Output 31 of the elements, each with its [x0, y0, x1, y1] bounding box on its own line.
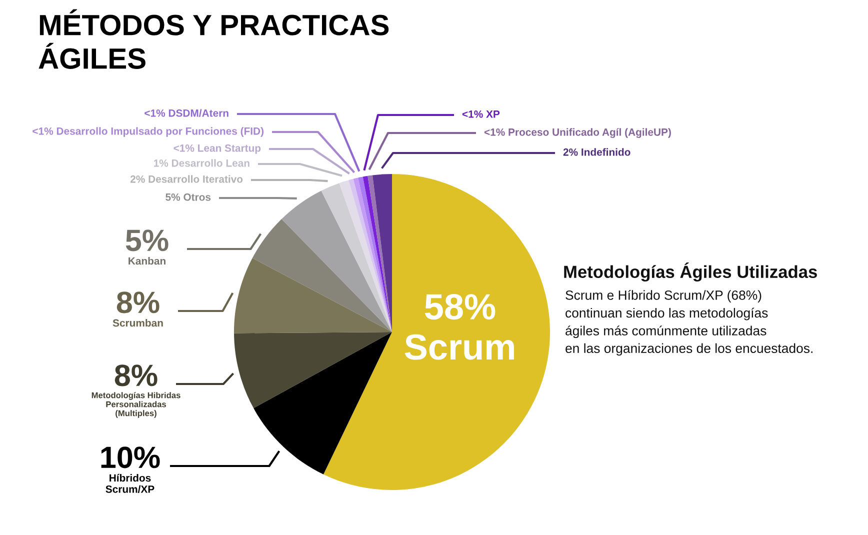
data-label: 8% [114, 364, 158, 386]
pie-slice [368, 175, 392, 332]
data-label: 58% [424, 294, 496, 320]
slice-label: <1% DSDM/Atern [144, 109, 228, 117]
pie-slice [252, 218, 392, 332]
slice-label: 2% Indefinido [563, 148, 630, 156]
slice-label: <1% Proceso Unificado Agíl (AgileUP) [484, 128, 671, 138]
slice-label: Metodologías Hibridas Personalizadas (Multiples) [92, 392, 180, 418]
slice-label: 5% Otros [166, 193, 211, 201]
data-label: 8% [116, 292, 160, 314]
slice-label: <1% XP [462, 110, 500, 118]
text: Scrum e Híbrido Scrum/XP (68%) continuan siendo las metodologías ágiles más comúnmente utilizadas en las organizaciones de los encuestados. [566, 290, 812, 356]
slice-label: Scrumban [112, 319, 163, 327]
slice-label: <1% Lean Startup [174, 144, 261, 154]
pie-slice [234, 258, 392, 334]
pie-slice [321, 183, 392, 332]
pie-slice [234, 332, 392, 408]
pie-slice [254, 332, 392, 474]
slice-label: <1% Desarrollo Impulsado por Funciones (FID) [32, 127, 264, 137]
pie-slice [282, 190, 392, 332]
slice-label: 1% Desarrollo Lean [154, 159, 250, 167]
slice-label: Kanban [128, 257, 166, 265]
chart-title: MÉTODOS Y PRACTICAS ÁGILES [38, 9, 389, 69]
slice-label: Híbridos Scrum/XP [106, 474, 154, 493]
data-label: 5% [126, 230, 168, 252]
pie-slice [323, 174, 550, 490]
slice-label: 2% Desarrollo Iterativo [130, 175, 243, 183]
data-label: 10% [101, 446, 160, 468]
pie-slice [372, 174, 392, 332]
text: Metodologías Ágiles Utilizadas [564, 262, 817, 282]
slice-label: Scrum [404, 334, 514, 360]
